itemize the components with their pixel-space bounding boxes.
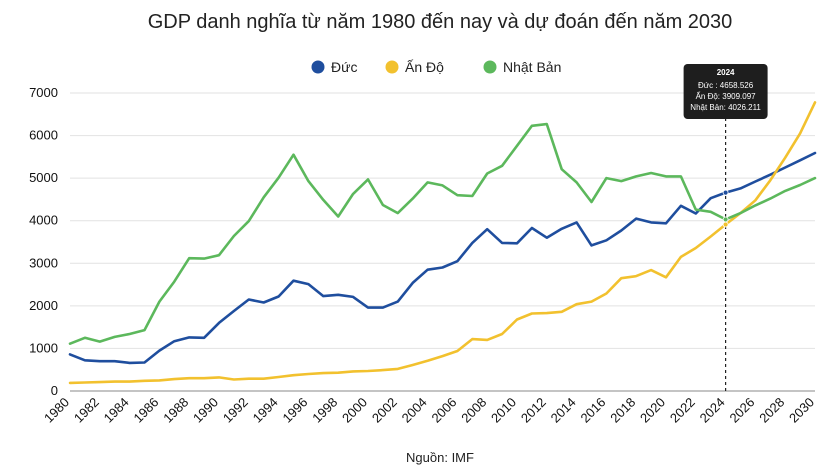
- legend-label: Nhật Bản: [503, 59, 561, 75]
- legend-label: Ấn Độ: [405, 59, 444, 75]
- tooltip-line: Đức : 4658.526: [698, 81, 754, 90]
- x-tick-label: 1994: [250, 395, 281, 426]
- x-tick-label: 2026: [726, 395, 757, 426]
- x-tick-label: 1996: [279, 395, 310, 426]
- x-tick-label: 2000: [339, 395, 370, 426]
- source-note: Nguồn: IMF: [406, 450, 474, 465]
- chart-title: GDP danh nghĩa từ năm 1980 đến nay và dự…: [148, 11, 733, 33]
- x-tick-label: 2014: [548, 395, 579, 426]
- x-tick-label: 2030: [786, 395, 817, 426]
- legend: Đức Ấn Độ Nhật Bản: [311, 59, 561, 75]
- y-tick-label: 2000: [29, 298, 58, 313]
- x-tick-label: 1998: [309, 395, 340, 426]
- series-line: [68, 101, 817, 385]
- x-tick-label: 2020: [637, 395, 668, 426]
- x-tick-label: 2004: [399, 395, 430, 426]
- x-tick-label: 1986: [130, 395, 161, 426]
- x-tick-label: 2010: [488, 395, 519, 426]
- gridlines: [70, 92, 815, 392]
- x-tick-label: 2022: [667, 395, 698, 426]
- x-tick-label: 2016: [577, 395, 608, 426]
- legend-swatch: [385, 60, 399, 74]
- legend-swatch: [483, 60, 497, 74]
- tooltip-title: 2024: [717, 68, 735, 77]
- series-line: [68, 122, 817, 346]
- y-axis-ticks: 0 1000 2000 3000 4000 5000 6000 7000: [29, 85, 58, 398]
- y-tick-label: 6000: [29, 128, 58, 143]
- annotation-marker: [722, 221, 729, 228]
- x-tick-label: 2024: [697, 395, 728, 426]
- y-tick-label: 5000: [29, 170, 58, 185]
- y-tick-label: 1000: [29, 340, 58, 355]
- x-axis-ticks: 1980198219841986198819901992199419961998…: [41, 395, 817, 426]
- series-line: [68, 151, 817, 365]
- x-tick-label: 2006: [428, 395, 459, 426]
- x-tick-label: 1980: [41, 395, 72, 426]
- x-tick-label: 2008: [458, 395, 489, 426]
- x-tick-label: 1990: [190, 395, 221, 426]
- y-tick-label: 4000: [29, 213, 58, 228]
- y-tick-label: 0: [51, 383, 58, 398]
- tooltip-box: [683, 64, 768, 119]
- legend-swatch: [311, 60, 325, 74]
- tooltip-line: Ấn Độ: 3909.097: [696, 91, 757, 101]
- series-lines: [68, 101, 817, 385]
- x-tick-label: 2012: [518, 395, 549, 426]
- x-tick-label: 1982: [71, 395, 102, 426]
- tooltip-line: Nhật Bản: 4026.211: [690, 103, 761, 112]
- y-tick-label: 7000: [29, 85, 58, 100]
- x-tick-label: 1984: [101, 395, 132, 426]
- x-tick-label: 2028: [756, 395, 787, 426]
- x-tick-label: 1988: [160, 395, 191, 426]
- legend-label: Đức: [331, 59, 357, 75]
- x-tick-label: 2002: [369, 395, 400, 426]
- annotation-marker: [722, 189, 729, 196]
- x-tick-label: 1992: [220, 395, 251, 426]
- x-tick-label: 2018: [607, 395, 638, 426]
- y-tick-label: 3000: [29, 255, 58, 270]
- annotation-marker: [722, 216, 729, 223]
